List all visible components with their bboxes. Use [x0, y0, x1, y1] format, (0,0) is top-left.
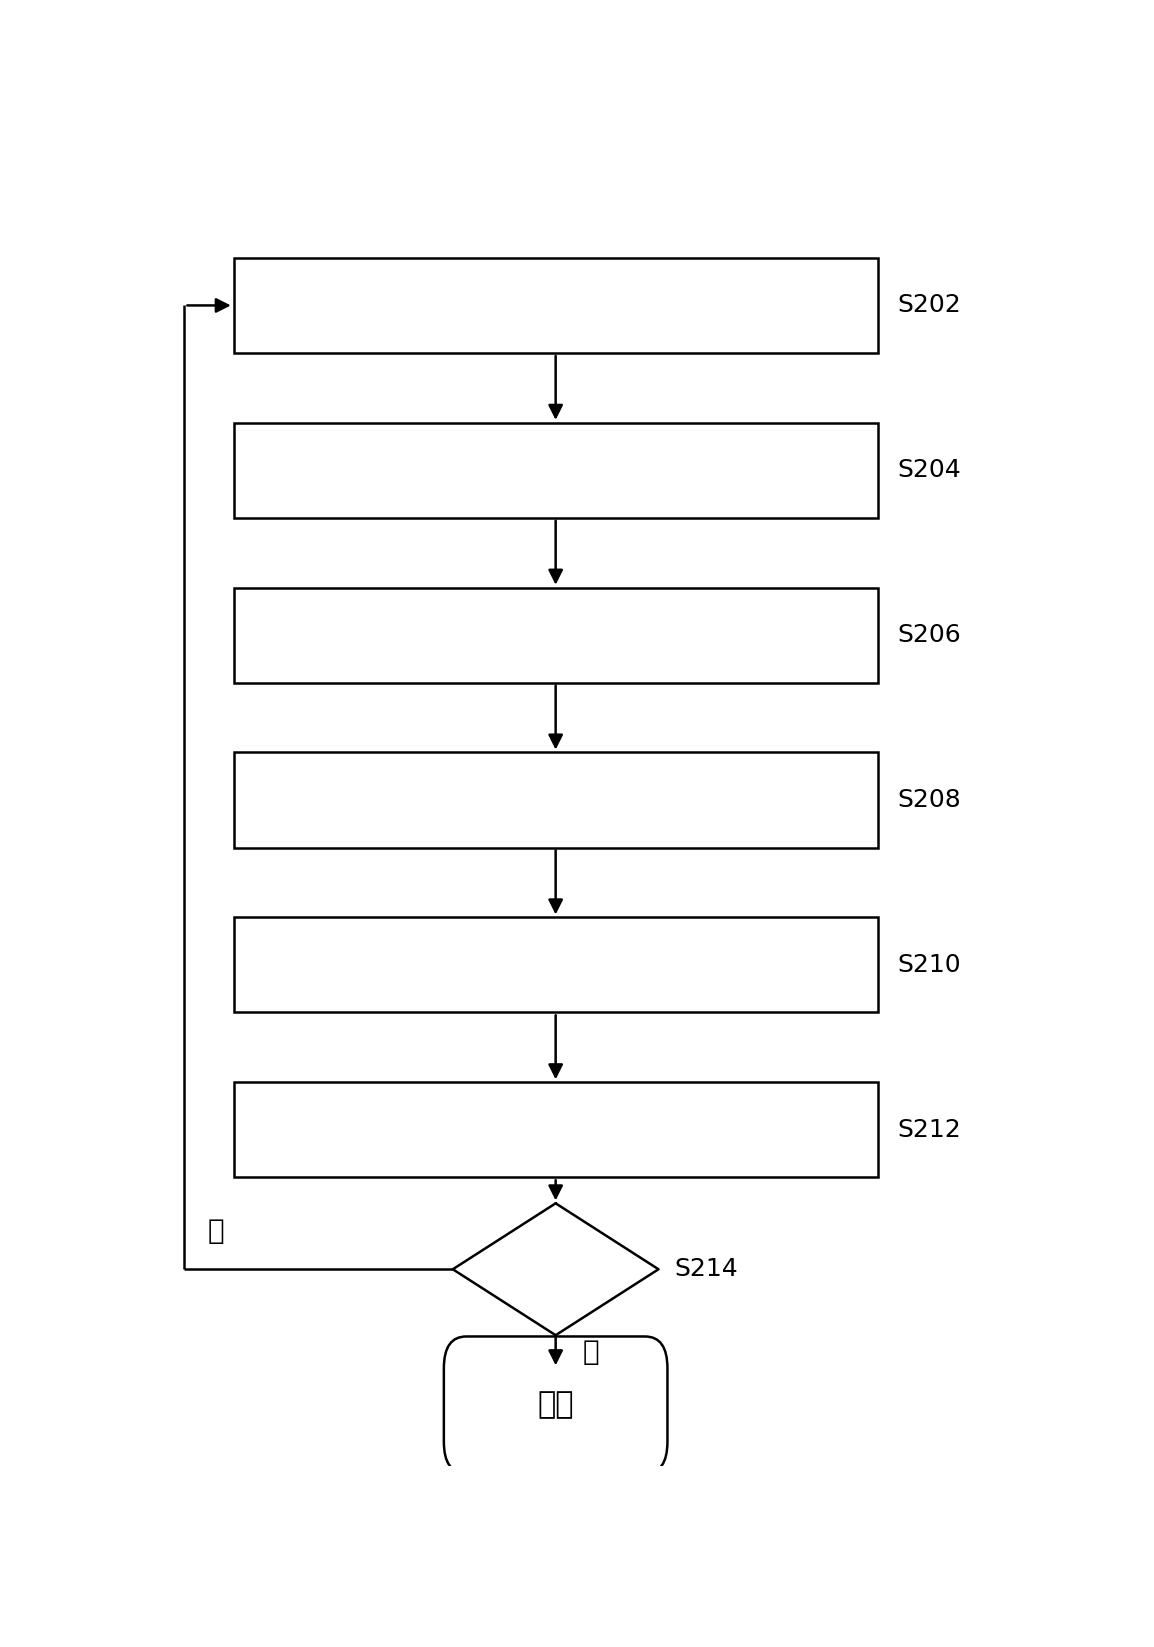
Text: 否: 否	[208, 1217, 224, 1245]
Bar	[233, 588, 878, 684]
Text: 结束: 结束	[538, 1390, 574, 1420]
Text: S210: S210	[898, 954, 961, 977]
Bar	[233, 259, 878, 352]
Text: S212: S212	[898, 1118, 961, 1141]
Text: S208: S208	[898, 787, 961, 812]
Bar	[233, 753, 878, 848]
Text: S206: S206	[898, 623, 961, 647]
FancyBboxPatch shape	[444, 1336, 667, 1474]
Text: S214: S214	[675, 1257, 739, 1281]
Bar	[233, 423, 878, 517]
Text: S202: S202	[898, 293, 961, 318]
Text: 是: 是	[583, 1337, 599, 1365]
Bar	[233, 917, 878, 1013]
Bar	[233, 1082, 878, 1178]
Text: S204: S204	[898, 458, 961, 483]
